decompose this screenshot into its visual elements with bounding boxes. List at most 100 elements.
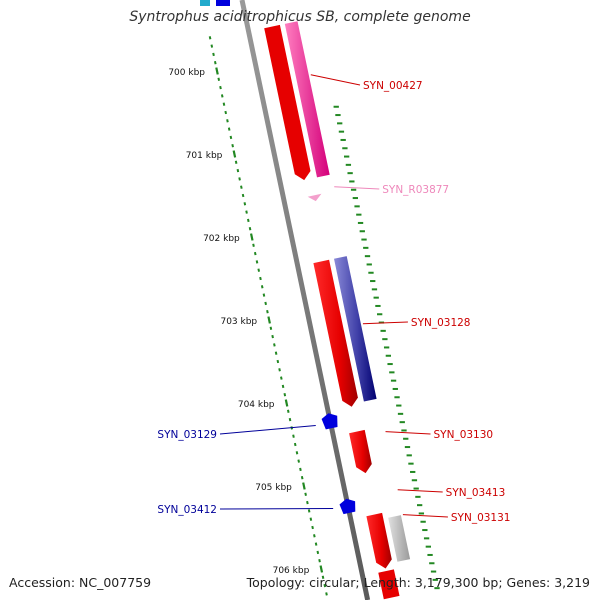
- kbp-label: 703 kbp: [220, 317, 257, 327]
- label-leader-line: [397, 489, 443, 493]
- minor-tick: [208, 36, 212, 40]
- gene-feature-f10[interactable]: [388, 515, 411, 562]
- kbp-label: 706 kbp: [273, 566, 310, 576]
- kbp-label: 705 kbp: [255, 483, 292, 493]
- gene-feature-f3[interactable]: [307, 193, 322, 202]
- major-tick: [267, 316, 271, 324]
- major-tick: [319, 565, 324, 573]
- minor-tick: [273, 343, 276, 347]
- kbp-ticks: 700 kbp 701 kbp 702 kbp 703 kbp 704 kbp 705 k…: [168, 36, 440, 596]
- minor-tick: [243, 202, 247, 206]
- label-leader-line: [362, 321, 408, 325]
- minor-tick: [241, 193, 245, 198]
- minor-tick: [226, 119, 229, 123]
- minor-tick: [262, 293, 266, 297]
- genome-summary: Topology: circular; Length: 3,179,300 bp…: [246, 575, 590, 590]
- minor-tick: [219, 85, 222, 90]
- minor-tick: [307, 509, 311, 513]
- minor-tick: [274, 351, 278, 355]
- genome-title: Syntrophus aciditrophicus SB, complete g…: [129, 9, 471, 25]
- minor-tick: [257, 268, 261, 272]
- minor-tick: [325, 592, 328, 596]
- minor-tick: [321, 575, 325, 579]
- minor-tick: [297, 459, 300, 463]
- minor-tick: [238, 177, 241, 181]
- gene-features[interactable]: [264, 21, 411, 600]
- minor-tick: [304, 492, 307, 496]
- gene-label[interactable]: SYN_03413: [446, 487, 506, 499]
- minor-tick: [311, 525, 314, 530]
- top-partial-features: [200, 0, 230, 6]
- label-leader-line: [385, 431, 431, 435]
- minor-tick: [247, 218, 250, 223]
- minor-tick: [210, 44, 214, 48]
- minor-tick: [220, 94, 224, 98]
- minor-tick: [227, 127, 231, 131]
- kbp-label: 702 kbp: [203, 234, 240, 244]
- minor-tick: [316, 550, 320, 555]
- minor-tick: [260, 285, 264, 289]
- minor-tick: [269, 326, 273, 330]
- minor-tick: [217, 77, 221, 81]
- gene-label[interactable]: SYN_03129: [157, 429, 217, 441]
- minor-tick: [278, 368, 281, 372]
- minor-tick: [299, 467, 302, 472]
- minor-tick: [248, 227, 252, 231]
- label-leader-line: [402, 514, 448, 518]
- minor-tick: [314, 542, 318, 546]
- gene-label[interactable]: SYN_00427: [363, 80, 423, 92]
- minor-tick: [318, 559, 321, 563]
- kbp-label: 701 kbp: [186, 151, 223, 161]
- label-leader-line: [219, 424, 316, 435]
- partial-feature-cyan: [200, 0, 210, 6]
- minor-tick: [323, 583, 327, 588]
- gene-labels[interactable]: SYN_00427 SYN_R03877 SYN_03128 SYN_03130 SYN…: [157, 74, 511, 524]
- minor-tick: [240, 185, 243, 189]
- minor-tick: [231, 144, 234, 148]
- minor-tick: [213, 61, 217, 65]
- minor-tick: [276, 359, 280, 364]
- minor-tick: [286, 409, 290, 413]
- major-tick: [249, 233, 254, 241]
- gene-feature-f11[interactable]: [378, 569, 400, 600]
- minor-tick: [292, 434, 295, 438]
- gene-feature-f8[interactable]: [339, 498, 356, 515]
- minor-tick: [266, 310, 269, 314]
- minor-tick: [253, 251, 257, 256]
- gene-label[interactable]: SYN_R03877: [382, 184, 449, 196]
- minor-tick: [236, 168, 240, 173]
- minor-tick: [280, 376, 283, 380]
- kbp-label: 704 kbp: [238, 400, 275, 410]
- minor-tick: [255, 260, 259, 264]
- minor-tick: [309, 517, 313, 521]
- gene-feature-f7[interactable]: [349, 429, 372, 474]
- gene-feature-f4[interactable]: [313, 259, 358, 407]
- major-tick: [284, 399, 289, 407]
- gene-feature-f5[interactable]: [334, 256, 377, 402]
- minor-tick: [271, 334, 274, 339]
- label-leader-line: [334, 186, 380, 190]
- minor-tick: [283, 393, 287, 397]
- minor-tick: [293, 442, 297, 447]
- gene-label[interactable]: SYN_03131: [451, 512, 511, 524]
- minor-tick: [245, 210, 248, 214]
- kbp-label: 700 kbp: [168, 68, 205, 78]
- minor-tick: [229, 135, 233, 140]
- minor-tick: [212, 52, 215, 57]
- minor-tick: [259, 276, 262, 281]
- partial-feature-blue: [216, 0, 230, 6]
- gene-label[interactable]: SYN_03412: [157, 504, 217, 516]
- minor-tick: [234, 160, 238, 164]
- minor-tick: [222, 102, 226, 106]
- label-leader-line: [310, 74, 361, 86]
- gene-feature-f6[interactable]: [321, 413, 338, 430]
- gene-feature-f1[interactable]: [264, 24, 311, 181]
- minor-tick: [306, 500, 309, 505]
- gene-label[interactable]: SYN_03128: [411, 317, 471, 329]
- gene-feature-f2[interactable]: [284, 21, 330, 178]
- minor-tick: [281, 384, 285, 389]
- gene-label[interactable]: SYN_03130: [434, 429, 494, 441]
- gene-feature-f9[interactable]: [366, 512, 392, 569]
- major-tick: [215, 67, 219, 75]
